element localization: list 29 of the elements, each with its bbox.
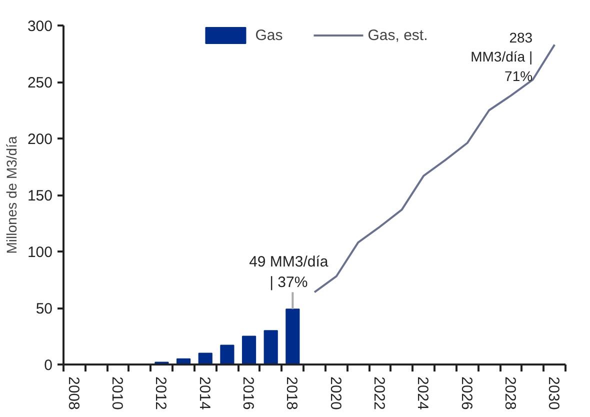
x-tick-label: 2022 — [370, 376, 388, 410]
bar — [264, 330, 278, 364]
bar — [242, 336, 256, 364]
y-axis-title: Millones de M3/día — [3, 136, 20, 254]
x-tick-label: 2024 — [414, 376, 432, 410]
x-tick-label: 2010 — [108, 376, 126, 410]
bar — [198, 352, 212, 364]
y-tick-label: 100 — [27, 244, 53, 261]
x-tick-label: 2020 — [326, 376, 344, 410]
y-tick-label: 150 — [27, 188, 53, 204]
x-tick-label: 2008 — [64, 376, 82, 410]
legend-label: Gas — [255, 26, 283, 44]
y-tick-label: 200 — [27, 131, 53, 148]
y-tick-label: 50 — [36, 300, 53, 318]
bar — [220, 344, 234, 364]
y-tick-label: 300 — [27, 18, 53, 35]
y-tick-label: 250 — [27, 74, 53, 92]
x-tick-label: 2028 — [501, 376, 518, 410]
x-tick-label: 2012 — [152, 376, 170, 410]
x-tick-label: 2026 — [458, 376, 475, 410]
x-tick-label: 2016 — [240, 376, 257, 410]
x-tick-label: 2030 — [545, 376, 562, 410]
y-tick-label: 0 — [44, 357, 52, 374]
annotation: 283 MM3/día | 71% — [470, 30, 533, 84]
x-tick-label: 2018 — [283, 376, 300, 410]
bar — [286, 308, 300, 364]
annotation: 49 MM3/día | 37% — [249, 254, 329, 292]
legend-label: Gas, est. — [368, 26, 428, 44]
x-tick-label: 2014 — [196, 376, 213, 410]
